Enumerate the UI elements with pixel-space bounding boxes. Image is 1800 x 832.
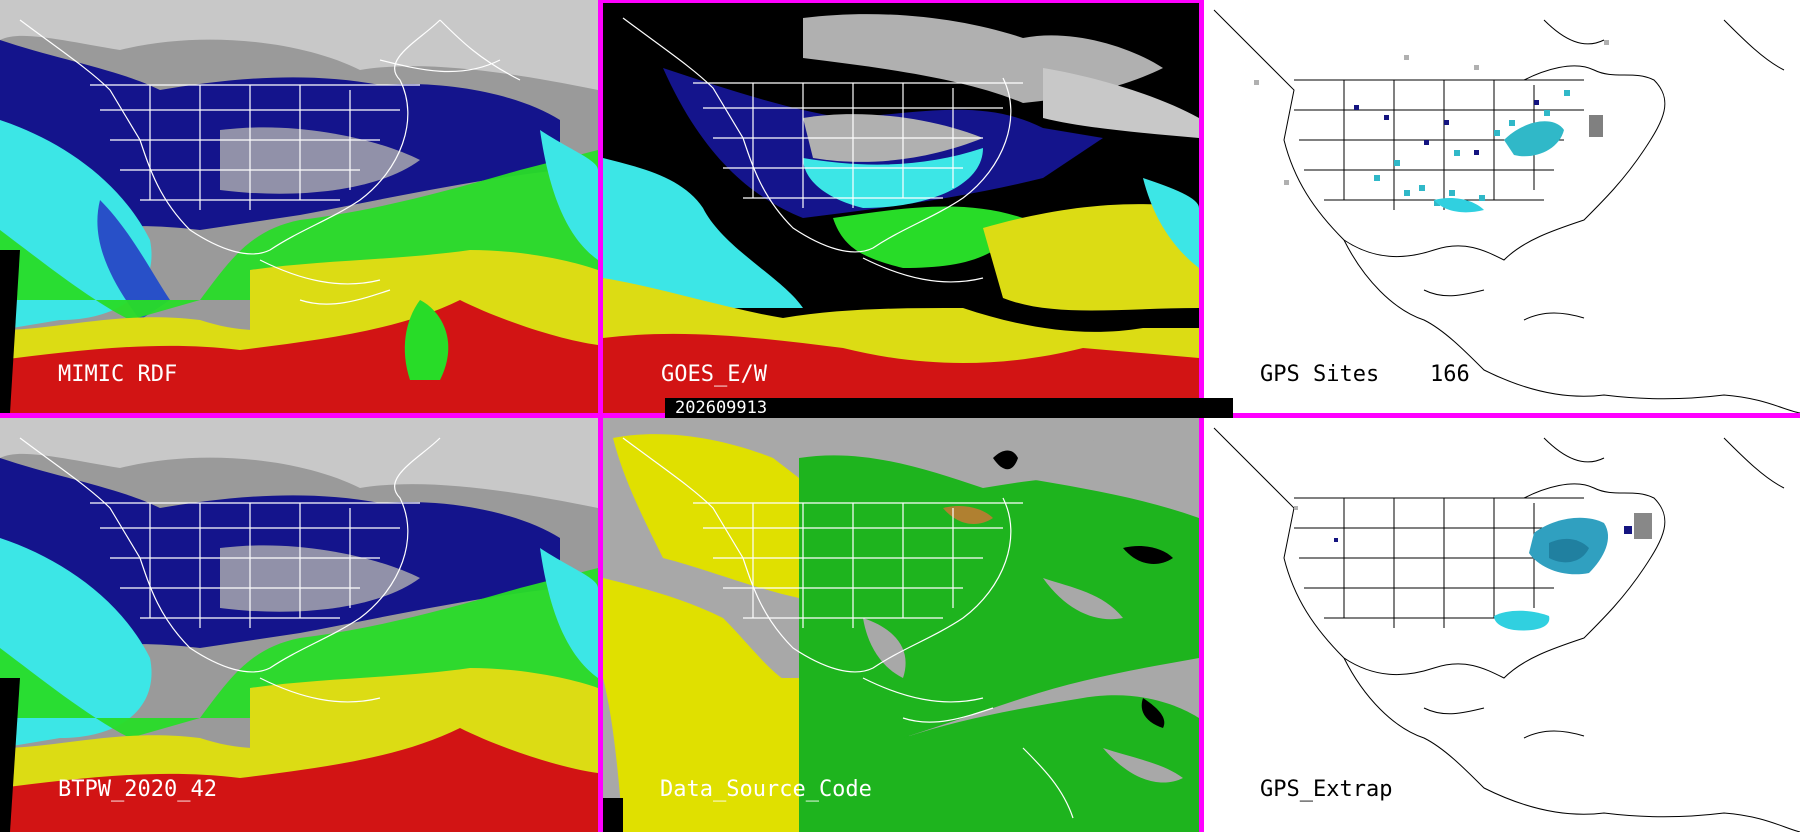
panel-mimic-rdf: MIMIC RDF [0,0,598,413]
gps-extrap-map [1204,418,1800,832]
panel-gps-extrap: GPS_Extrap [1204,418,1800,832]
data-source-code-map [603,418,1199,832]
panel-label-gps-extrap: GPS_Extrap [1260,777,1393,802]
divider-vertical-left [598,0,603,832]
panel-label-btpw: BTPW_2020_42 [58,777,217,802]
goes-panel-top-border [603,0,1199,3]
panel-label-goes-ew: GOES_E/W [661,362,767,387]
goes-ew-map [603,8,1199,413]
btpw-map [0,418,598,832]
timestamp-bar: 202609913 [665,398,1233,418]
panel-data-source-code: Data_Source_Code [603,418,1199,832]
panel-btpw: BTPW_2020_42 [0,418,598,832]
mimic-rdf-map [0,0,598,413]
panel-label-data-source-code: Data_Source_Code [660,777,872,802]
panel-label-gps-sites: GPS Sites [1260,362,1380,387]
panel-gps-sites: GPS Sites 166 [1204,0,1800,413]
gps-sites-map [1204,0,1800,413]
panel-label-mimic-rdf: MIMIC RDF [58,362,178,387]
panel-goes-ew: GOES_E/W [603,8,1199,413]
gps-site-count: 166 [1430,362,1470,387]
